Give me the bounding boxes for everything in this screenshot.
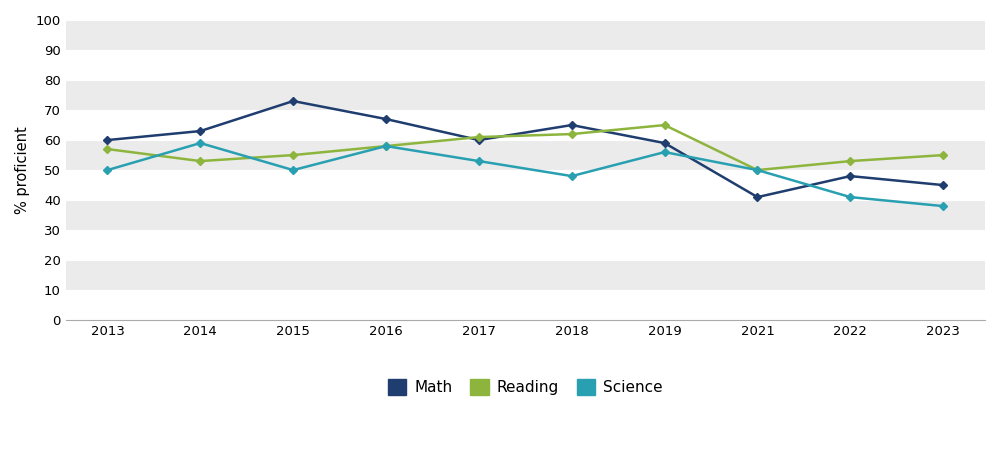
Reading [194, 158, 206, 164]
Reading [659, 122, 671, 128]
Math [473, 137, 485, 143]
Bar [66, 260, 985, 290]
Reading [566, 131, 578, 137]
Math [659, 140, 671, 146]
Reading [937, 153, 949, 158]
Math [194, 128, 206, 134]
Math [287, 99, 299, 104]
Reading [751, 167, 763, 173]
Reading [380, 144, 392, 149]
Science [194, 140, 206, 146]
Science [659, 149, 671, 155]
Math [844, 173, 856, 179]
Line: Math: Math [105, 98, 946, 200]
Legend: Math, Reading, Science: Math, Reading, Science [382, 373, 669, 401]
Y-axis label: % proficient: % proficient [15, 126, 30, 214]
Science [751, 167, 763, 173]
Math [751, 194, 763, 200]
Science [473, 158, 485, 164]
Line: Science: Science [105, 140, 946, 209]
Reading [473, 135, 485, 140]
Science [937, 203, 949, 209]
Bar [66, 200, 985, 230]
Reading [844, 158, 856, 164]
Bar [66, 140, 985, 170]
Bar [66, 110, 985, 140]
Math [380, 117, 392, 122]
Bar [66, 50, 985, 80]
Math [566, 122, 578, 128]
Math [937, 182, 949, 188]
Science [566, 173, 578, 179]
Reading [287, 153, 299, 158]
Science [380, 144, 392, 149]
Science [287, 167, 299, 173]
Science [844, 194, 856, 200]
Bar [66, 20, 985, 50]
Bar [66, 80, 985, 110]
Bar [66, 230, 985, 260]
Reading [101, 146, 113, 152]
Math [101, 137, 113, 143]
Science [101, 167, 113, 173]
Bar [66, 290, 985, 320]
Bar [66, 170, 985, 200]
Line: Reading: Reading [105, 122, 946, 173]
